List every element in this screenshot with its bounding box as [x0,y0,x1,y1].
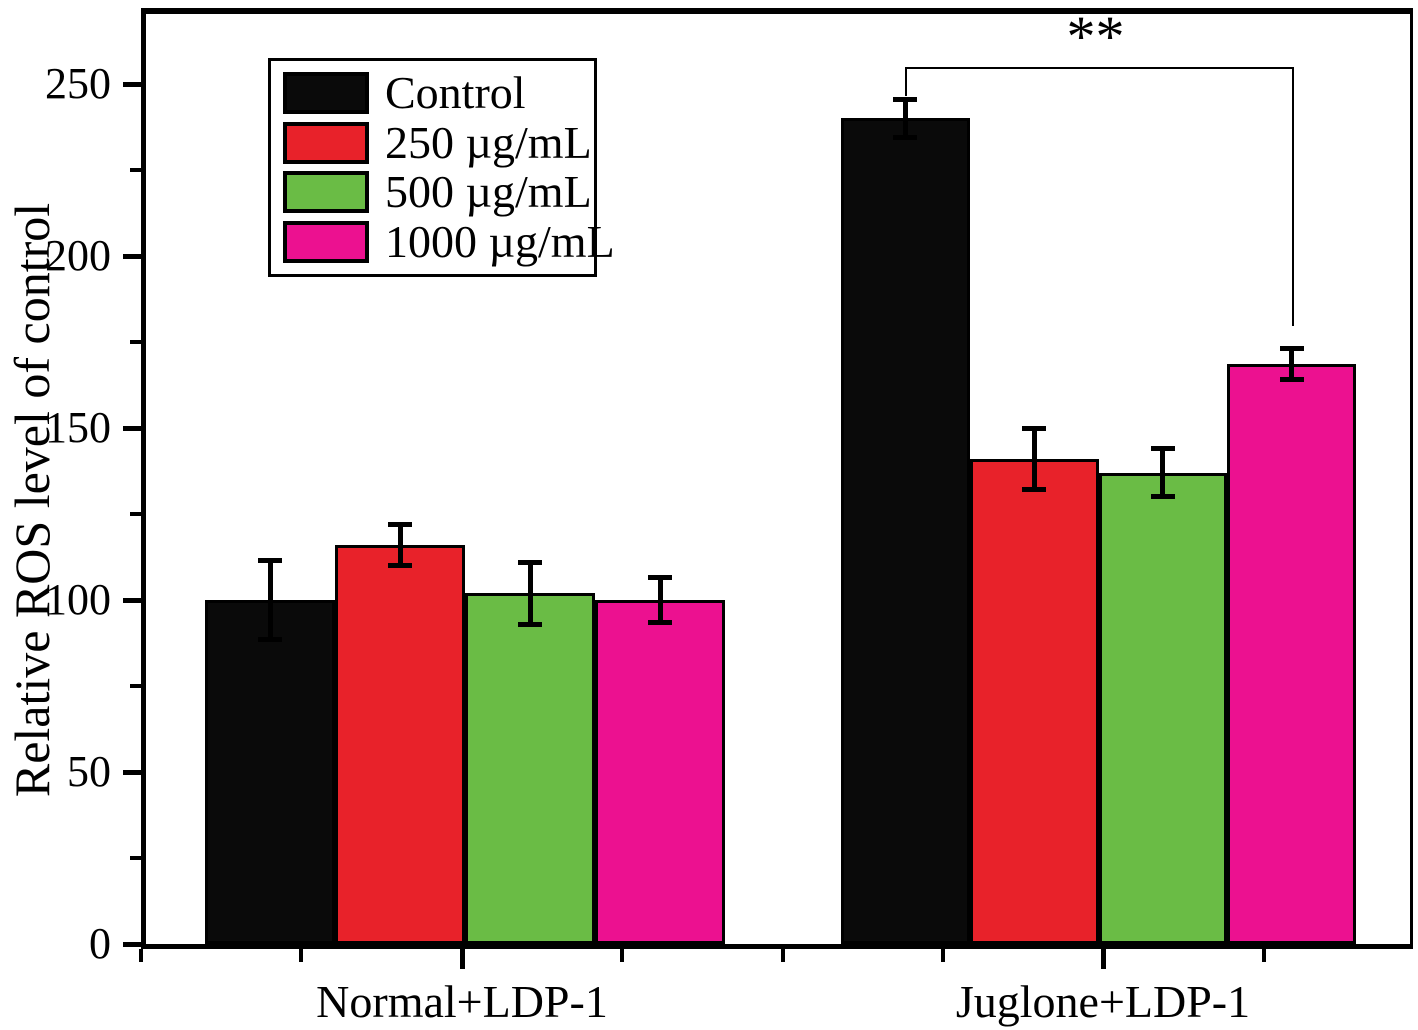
legend-item-control: Control [283,67,582,118]
y-tick-label-100: 100 [45,575,111,624]
plot-area: 0 50 100 150 200 250 Control 250 µg/mL 500 µg/m… [45,4,1413,969]
legend: Control 250 µg/mL 500 µg/mL 1000 µg/mL [268,58,615,277]
errorbar-juglone-ldp-1-250-g-ml-whisker [1031,428,1037,490]
y-tick-label-200: 200 [45,231,111,280]
bar-juglone-ldp-1-control [841,118,970,944]
x-minor-tick [299,949,303,962]
errorbar-juglone-ldp-1-control-cap-bottom [893,134,918,140]
errorbar-juglone-ldp-1-500-g-ml-cap-bottom [1150,494,1175,500]
legend-item-250-g-ml: 250 µg/mL [283,119,592,165]
errorbar-normal-ldp-1-250-g-ml-cap-bottom [388,563,412,569]
bar-normal-ldp-1-500-g-ml [465,593,595,944]
x-minor-tick [781,949,785,962]
bar-normal-ldp-1-control [205,600,335,944]
legend-swatch-control [283,72,369,114]
errorbar-juglone-ldp-1-250-g-ml-cap-bottom [1022,487,1047,493]
y-major-tick-250 [123,81,141,87]
x-axis-spine [141,944,1413,949]
y-major-tick-50 [123,769,141,775]
legend-item-500-g-ml: 500 µg/mL [283,169,592,215]
errorbar-juglone-ldp-1-1000-g-ml-whisker [1289,348,1295,380]
errorbar-normal-ldp-1-250-g-ml-cap-top [388,521,412,527]
errorbar-normal-ldp-1-1000-g-ml-cap-top [648,575,672,581]
x-minor-tick [941,949,945,962]
errorbar-normal-ldp-1-control-cap-bottom [258,637,282,643]
legend-swatch-250-g-ml [283,121,369,164]
errorbar-normal-ldp-1-control-whisker [267,560,273,640]
bar-normal-ldp-1-1000-g-ml [595,600,725,944]
legend-label-250-g-ml: 250 µg/mL [385,116,592,168]
errorbar-juglone-ldp-1-250-g-ml-cap-top [1022,425,1047,431]
plot-frame-top [141,8,1413,14]
bracket-horizontal-line [905,67,1294,69]
y-axis-title: Relative ROS level of control [4,202,60,798]
legend-label-500-g-ml: 500 µg/mL [385,166,592,218]
x-category-label-juglone: Juglone+LDP-1 [955,976,1251,1027]
y-minor-tick-75 [130,684,141,688]
x-minor-tick [620,949,624,962]
y-major-tick-200 [123,253,141,259]
legend-swatch-500-g-ml [283,171,369,214]
y-major-tick-150 [123,425,141,431]
bracket-right-line [1291,67,1294,327]
errorbar-normal-ldp-1-500-g-ml-cap-bottom [518,621,542,627]
x-minor-tick [1262,949,1266,962]
errorbar-juglone-ldp-1-1000-g-ml-cap-bottom [1279,377,1304,383]
y-axis-spine [141,8,146,949]
y-tick-label-0: 0 [89,919,111,968]
legend-label-1000-g-ml: 1000 µg/mL [385,215,615,267]
bar-juglone-ldp-1-1000-g-ml [1227,364,1356,944]
errorbar-normal-ldp-1-500-g-ml-cap-top [518,559,542,565]
errorbar-juglone-ldp-1-500-g-ml-cap-top [1150,446,1175,452]
legend-label-control: Control [385,67,526,118]
bracket-left-line [905,67,908,96]
x-major-tick [1100,949,1106,969]
errorbar-normal-ldp-1-500-g-ml-whisker [527,562,533,625]
bar-juglone-ldp-1-250-g-ml [969,458,1099,944]
legend-swatch-1000-g-ml [283,220,369,263]
x-major-tick [459,949,465,969]
bar-normal-ldp-1-250-g-ml [335,544,465,944]
bar-juglone-ldp-1-500-g-ml [1098,472,1228,944]
y-minor-tick-225 [130,168,141,172]
legend-item-1000-g-ml: 1000 µg/mL [283,218,615,264]
y-tick-label-250: 250 [45,59,111,108]
errorbar-normal-ldp-1-250-g-ml-whisker [397,524,403,566]
y-major-tick-100 [123,597,141,603]
y-tick-label-150: 150 [45,403,111,452]
errorbar-juglone-ldp-1-control-whisker [902,99,908,138]
errorbar-normal-ldp-1-1000-g-ml-whisker [657,577,663,623]
errorbar-normal-ldp-1-control-cap-top [258,557,282,563]
errorbar-normal-ldp-1-1000-g-ml-cap-bottom [648,619,672,625]
y-minor-tick-175 [130,340,141,344]
plot-frame-right [1410,8,1413,949]
errorbar-juglone-ldp-1-control-cap-top [893,96,918,102]
y-minor-tick-125 [130,512,141,516]
significance-stars: ** [1066,4,1125,69]
y-major-tick-0 [123,941,141,947]
errorbar-juglone-ldp-1-500-g-ml-whisker [1160,448,1166,497]
errorbar-juglone-ldp-1-1000-g-ml-cap-top [1279,346,1304,352]
y-tick-label-50: 50 [67,747,111,796]
y-minor-tick-25 [130,856,141,860]
x-category-label-normal: Normal+LDP-1 [316,976,608,1027]
x-minor-tick [139,949,143,962]
